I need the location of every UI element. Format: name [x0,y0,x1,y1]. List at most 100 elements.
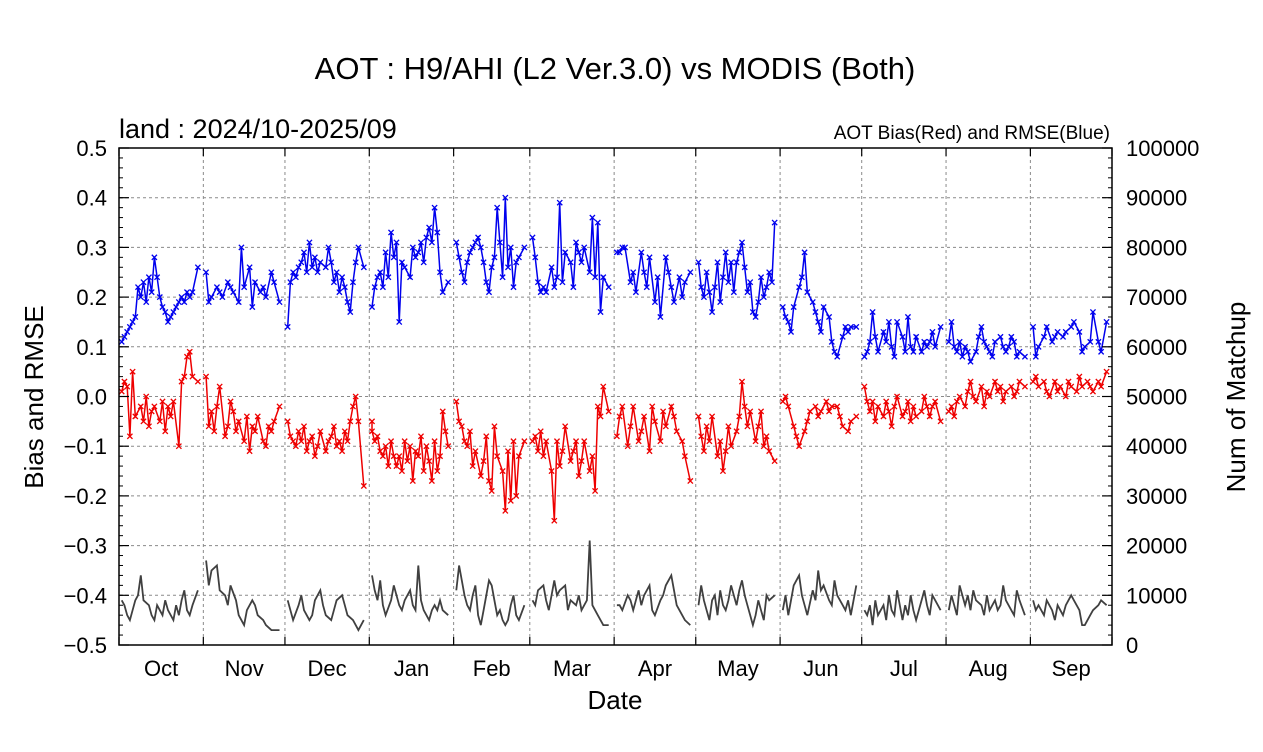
rmse-point [717,299,724,306]
rmse-point [910,348,917,355]
bias-point [246,448,253,455]
rmse-point [888,343,895,350]
bias-point [668,403,675,410]
rmse-point [880,328,887,335]
bias-point [143,393,150,400]
x-tick-label: Jul [890,656,918,681]
bias-point [874,403,882,410]
rmse-point [600,274,607,281]
rmse-point [722,249,729,256]
bias-point [578,458,585,465]
bias-point [741,403,748,410]
rmse-point [1000,343,1007,350]
rmse-point [260,284,267,291]
bias-point [243,413,250,420]
bias-point [445,443,452,450]
bias-point [415,453,422,460]
x-tick-label: May [717,656,759,681]
y-tick-label: 0.3 [76,235,107,260]
rmse-point [736,249,743,256]
rmse-point [379,284,386,291]
bias-point [341,428,348,435]
rmse-point [129,318,136,326]
rmse-point [159,303,166,311]
bias-point [804,418,811,425]
rmse-point [1030,323,1037,330]
left-axis: 0.5 0.4 0.3 0.2 0.1 0.0 −0.1 −0.2 −0.3 −0.4 −0.5 [64,136,129,658]
rmse-point [537,289,544,296]
bias-point [262,443,269,450]
rmse-point [1095,338,1102,345]
rmse-point [1011,338,1018,345]
rmse-point [396,318,403,326]
bias-point [532,433,539,440]
bias-point [377,448,384,455]
rmse-point [148,289,155,296]
rmse-point [475,234,482,241]
bias-point [836,413,844,420]
rmse-point [238,244,245,251]
bias-point [230,408,237,415]
bias-point [140,418,147,425]
bias-point [1068,383,1075,390]
bias-point [630,403,637,410]
rmse-point [472,239,479,246]
rmse-point [344,299,351,306]
bias-point [224,423,231,430]
bias-point [662,423,669,430]
rmse-point [453,239,460,246]
rmse-point [499,274,506,281]
bias-point [521,438,528,445]
bias-point [812,403,819,410]
rmse-point [436,269,444,276]
rmse-point [951,343,958,350]
rmse-point [755,299,762,306]
bias-point [869,398,876,405]
bias-point [646,448,653,455]
rmse-point [714,259,721,266]
bias-point [1016,378,1023,385]
rmse-point [529,234,536,241]
rmse-point [543,289,550,296]
bias-point [126,433,133,440]
rmse-point [670,299,678,306]
bias-point [1030,378,1037,385]
bias-point [1035,383,1042,390]
rmse-point [521,244,528,251]
bias-point [317,428,324,435]
rmse-point [899,333,906,340]
rmse-point [426,224,433,231]
rmse-point [589,214,596,221]
rmse-point [268,269,275,276]
rmse-point [534,279,542,286]
rmse-line [371,207,449,322]
bias-point [660,408,667,415]
rmse-point [412,254,419,261]
rmse-point [657,313,664,321]
rmse-point [276,299,283,306]
rmse-point [423,234,430,241]
rmse-point [290,269,297,276]
bias-point [303,448,310,455]
bias-point [847,418,854,425]
rmse-point [991,338,999,345]
matchup-line [697,580,776,629]
bias-point [817,408,824,415]
rmse-point [439,289,446,296]
rmse-point [771,219,778,226]
rmse-point [1013,353,1020,360]
rmse-point [894,318,901,326]
bias-point [613,433,620,440]
x-tick-label: Oct [144,656,178,681]
bias-point [494,453,501,460]
bias-point [651,418,659,425]
rmse-point [464,259,471,266]
bias-point [785,403,792,410]
bias-point [151,403,158,410]
bias-point [423,443,430,450]
rmse-point [926,338,933,345]
bias-point [202,373,210,380]
rmse-point [953,348,960,355]
rmse-point [548,264,555,271]
rmse-point [284,323,291,330]
